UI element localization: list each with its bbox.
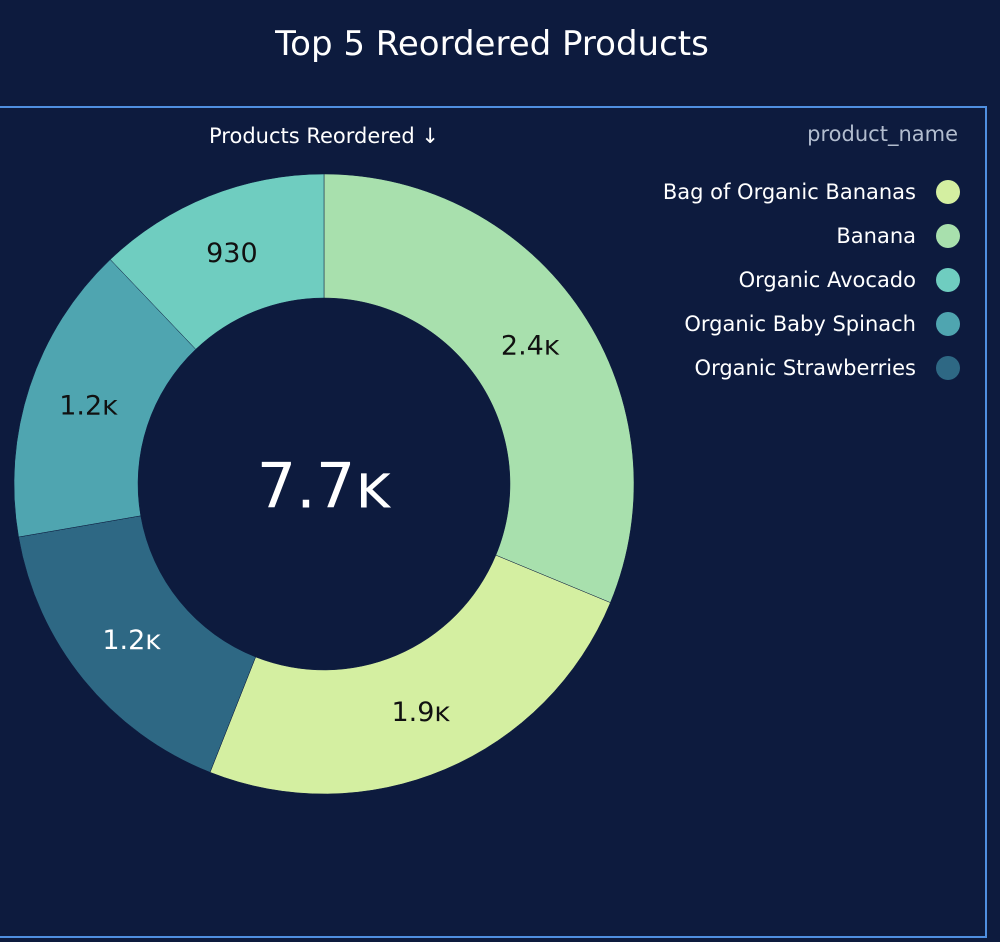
legend-item-label: Organic Strawberries (694, 356, 916, 380)
legend-item-label: Bag of Organic Bananas (662, 180, 916, 204)
legend-swatch-icon (936, 356, 960, 380)
donut-slice-organic-avocado[interactable] (109, 173, 325, 350)
legend-item-label: Banana (836, 224, 916, 248)
slice-value-label: 1.2ĸ (102, 625, 161, 656)
chart-title: Top 5 Reordered Products (275, 24, 709, 64)
legend-swatch-icon (936, 180, 960, 204)
slice-value-label: 2.4ĸ (501, 331, 560, 362)
donut-slice-banana[interactable] (323, 173, 635, 603)
slice-value-label: 930 (206, 238, 258, 269)
donut-slice-organic-strawberries[interactable] (18, 515, 256, 773)
legend-title: product_name (807, 122, 958, 146)
chart-frame (0, 106, 987, 938)
slice-value-label: 1.2ĸ (59, 391, 118, 422)
legend-item[interactable]: Organic Strawberries (540, 346, 960, 390)
donut-slice-bag-of-organic-bananas[interactable] (209, 554, 611, 795)
legend-swatch-icon (936, 312, 960, 336)
donut-slice-organic-baby-spinach[interactable] (13, 259, 197, 538)
measure-sort-label[interactable]: Products Reordered ↓ (209, 124, 439, 148)
legend-item[interactable]: Organic Baby Spinach (540, 302, 960, 346)
legend-item[interactable]: Bag of Organic Bananas (540, 170, 960, 214)
legend-swatch-icon (936, 224, 960, 248)
center-total-value: 7.7ĸ (257, 450, 392, 523)
legend-item-label: Organic Avocado (738, 268, 916, 292)
legend: Bag of Organic Bananas Banana Organic Avoc… (540, 170, 960, 390)
legend-item[interactable]: Banana (540, 214, 960, 258)
legend-swatch-icon (936, 268, 960, 292)
slice-value-label: 1.9ĸ (391, 697, 450, 728)
legend-item-label: Organic Baby Spinach (684, 312, 916, 336)
legend-item[interactable]: Organic Avocado (540, 258, 960, 302)
